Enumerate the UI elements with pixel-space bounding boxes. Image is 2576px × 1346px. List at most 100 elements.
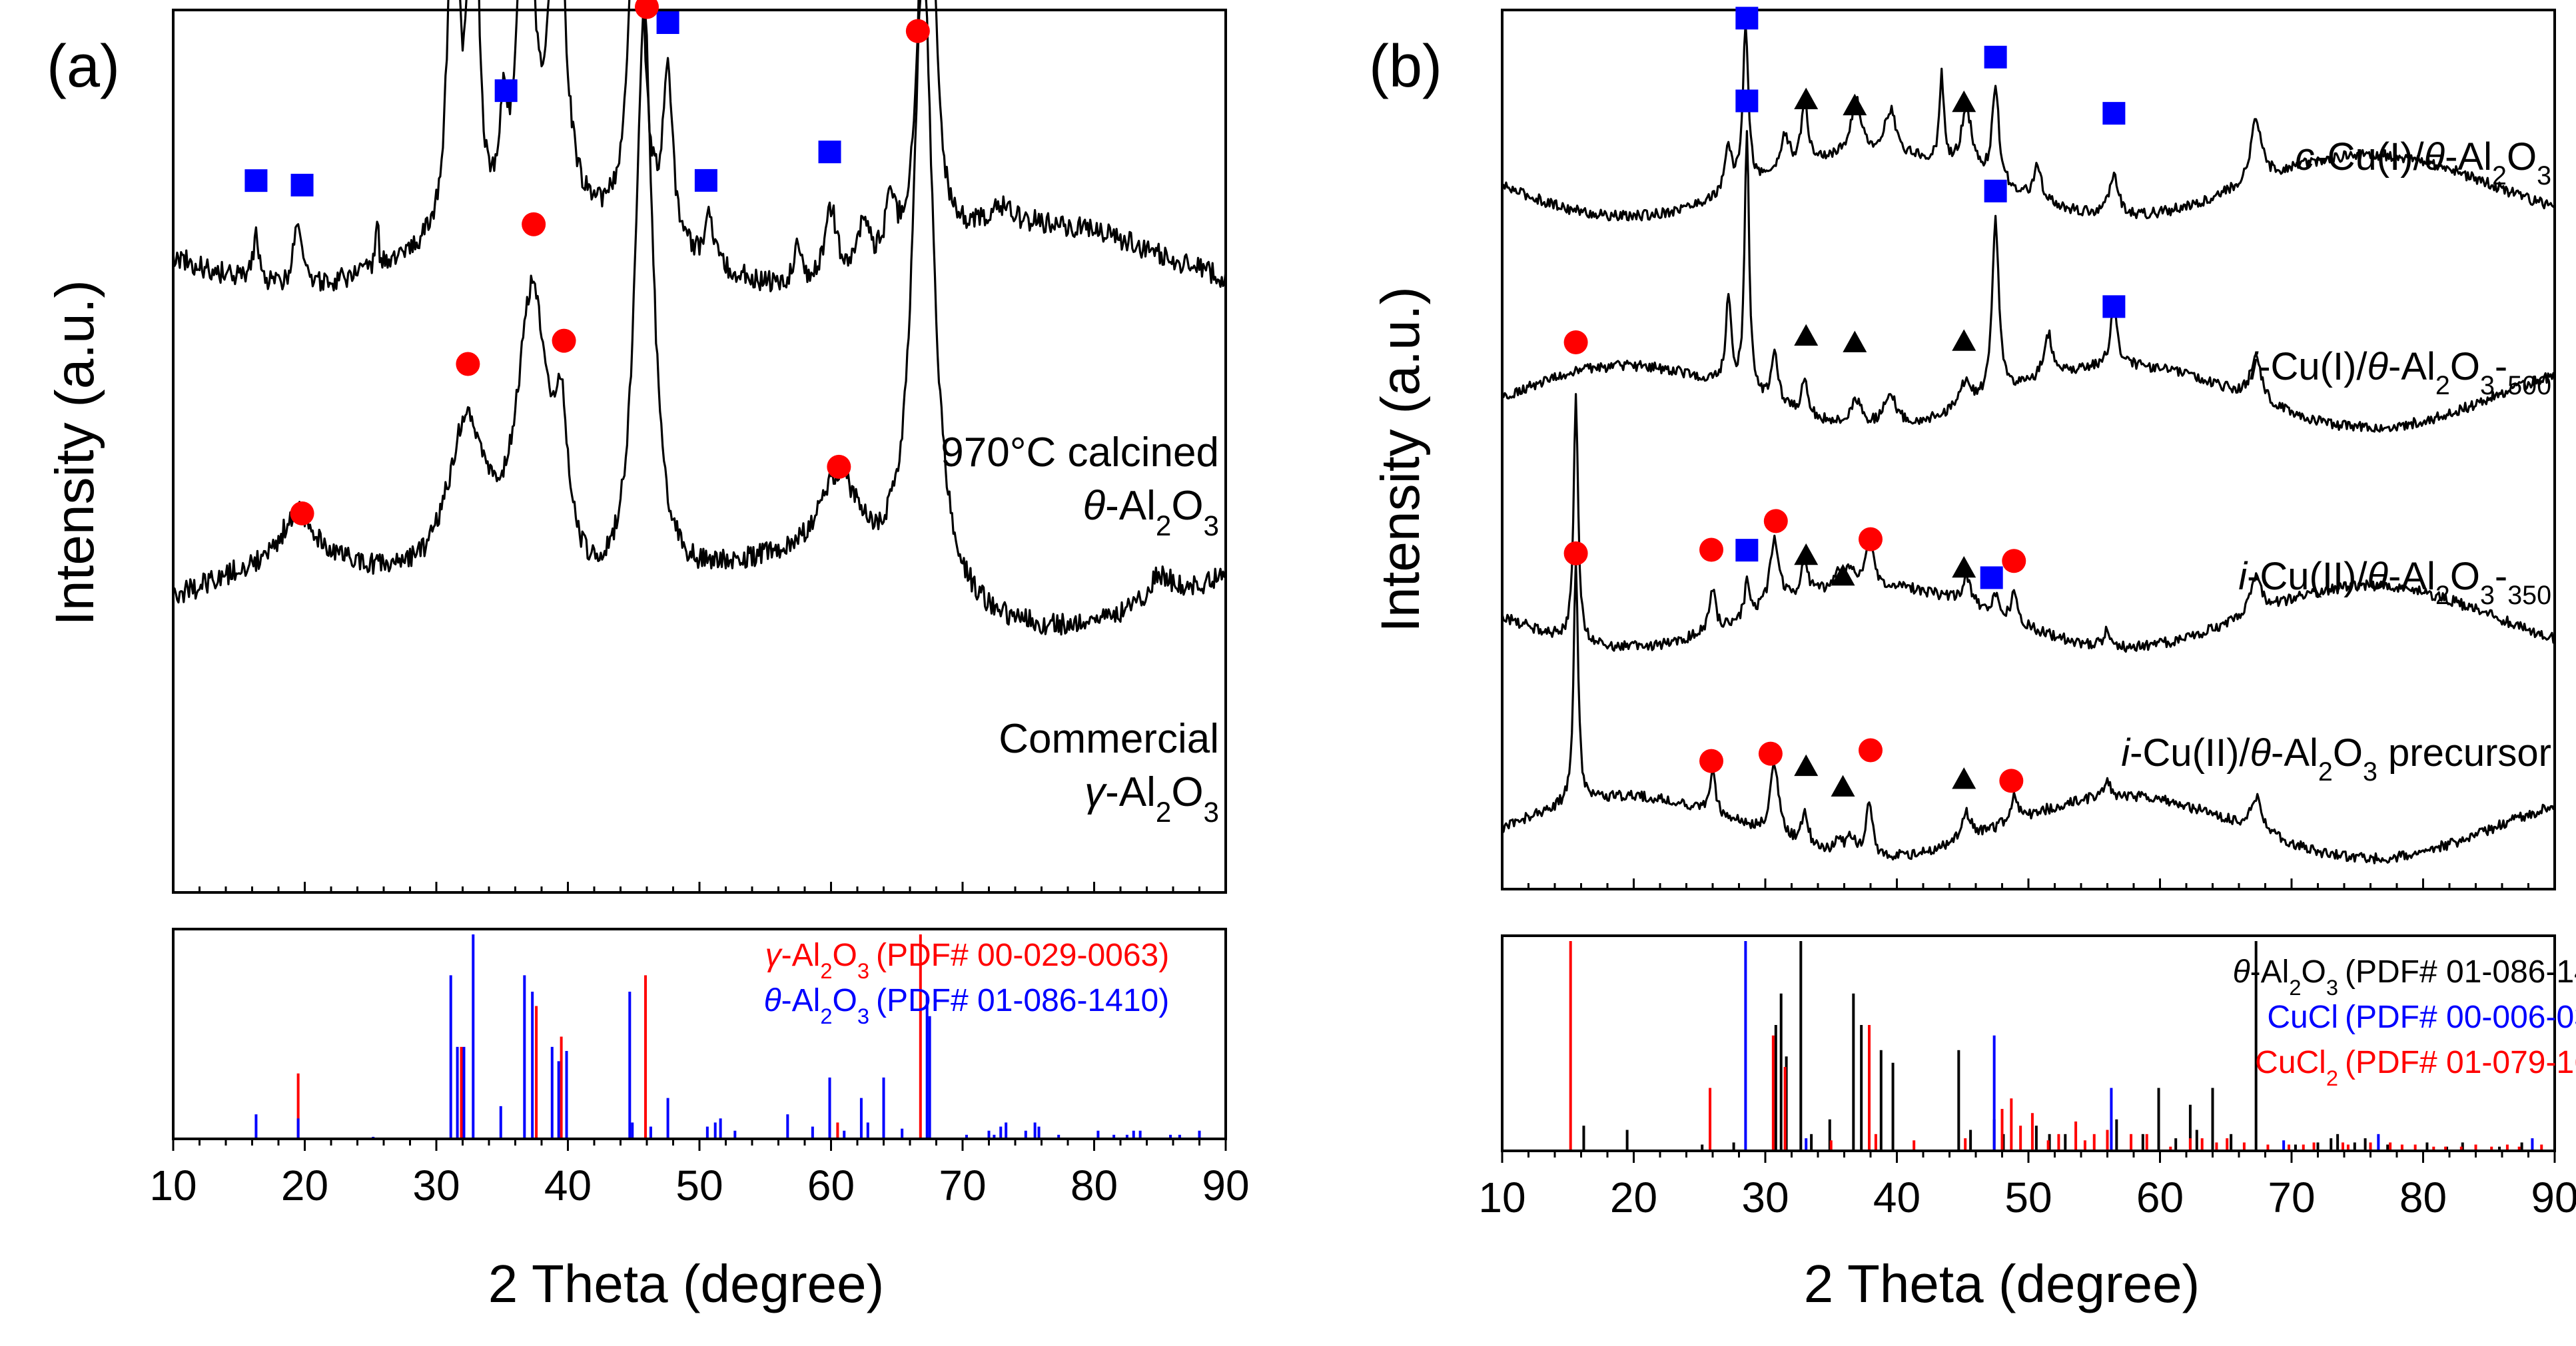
theta-square-marker — [494, 79, 518, 103]
x-tick-label: 90 — [2531, 1174, 2576, 1221]
red-circle-marker — [1859, 527, 1883, 551]
reference-legend-pdf: (PDF# 01-086-1410) — [876, 983, 1169, 1018]
series-label: i-Cu(II)/θ-Al2O3 precursor — [2121, 731, 2551, 787]
pattern-trace — [172, 0, 1227, 292]
triangle-marker — [1794, 324, 1819, 346]
red-circle-marker — [1758, 741, 1783, 766]
theta-square-marker — [1735, 539, 1759, 562]
panel-b-x-axis: 10 20 30 40 50 60 70 80 90 — [1478, 1151, 2576, 1221]
red-circle-marker — [1699, 749, 1724, 773]
red-circle-marker — [1563, 330, 1588, 355]
x-tick-label: 20 — [281, 1162, 328, 1209]
triangle-marker — [1843, 330, 1867, 352]
panel-a-x-axis-label: 2 Theta (degree) — [488, 1254, 884, 1313]
reference-legend-name: CuCl — [2267, 1000, 2338, 1035]
series-label-commercial-line2: γ-Al2O3 — [1084, 769, 1219, 828]
panel-b-x-axis-label: 2 Theta (degree) — [1804, 1254, 2200, 1313]
series-label-commercial-line1: Commercial — [999, 716, 1219, 762]
theta-square-marker — [2102, 102, 2126, 125]
red-circle-marker — [2002, 549, 2026, 573]
reference-legend-name: θ-Al2O3 — [2233, 954, 2338, 1000]
panel-a: (a) Intensity (a.u.) 970°C calcined θ-Al2… — [45, 0, 1250, 1313]
x-tick-label: 40 — [544, 1162, 592, 1209]
theta-square-marker — [290, 173, 314, 196]
theta-square-marker — [1984, 45, 2007, 69]
triangle-marker — [1794, 754, 1819, 777]
reference-legend-name: θ-Al2O3 — [764, 983, 869, 1028]
triangle-marker — [1843, 93, 1867, 116]
triangle-marker — [1831, 775, 1855, 797]
red-circle-marker — [1999, 769, 2024, 793]
reference-legend-pdf: (PDF# 01-079-1635) — [2345, 1045, 2576, 1080]
series-label: c-Cu(I)/θ-Al2O3 — [2295, 135, 2551, 190]
theta-square-marker — [1984, 179, 2007, 202]
series-label: i-Cu(II)/θ-Al2O3-350 — [2238, 555, 2551, 610]
x-tick-label: 10 — [149, 1162, 197, 1209]
theta-square-marker — [2102, 295, 2126, 318]
x-tick-label: 30 — [1741, 1174, 1789, 1221]
pattern-trace — [1501, 130, 2556, 433]
pattern-trace — [1501, 558, 2556, 864]
panel-b-reference-plot: θ-Al2O3(PDF# 01-086-1410)CuCl(PDF# 00-00… — [1501, 934, 2576, 1152]
reference-legend-pdf: (PDF# 01-086-1410) — [2345, 954, 2576, 990]
panel-b-letter: (b) — [1369, 33, 1442, 100]
triangle-marker — [1952, 767, 1976, 789]
x-tick-label: 70 — [2268, 1174, 2315, 1221]
triangle-marker — [1794, 543, 1819, 565]
red-circle-marker — [456, 352, 480, 376]
x-tick-label: 30 — [412, 1162, 460, 1209]
triangle-marker — [1952, 555, 1976, 578]
reference-legend-pdf: (PDF# 00-006-0344) — [2345, 1000, 2576, 1035]
pattern-trace — [1501, 393, 2555, 653]
red-circle-marker — [522, 212, 546, 236]
red-circle-marker — [905, 19, 930, 43]
panel-b-y-axis-label: Intensity (a.u.) — [1370, 286, 1431, 633]
triangle-marker — [1794, 87, 1819, 109]
reference-legend-pdf: (PDF# 00-029-0063) — [876, 938, 1169, 973]
pattern-trace — [1502, 22, 2556, 222]
x-tick-label: 50 — [675, 1162, 723, 1209]
panel-b-pattern-plot: c-Cu(I)/θ-Al2O3 i-Cu(I)/θ-Al2O3-500 i-Cu(I… — [1501, 7, 2556, 890]
x-tick-label: 40 — [1873, 1174, 1921, 1221]
x-tick-label: 20 — [1610, 1174, 1657, 1221]
panel-b: (b) Intensity (a.u.) c-Cu(I)/θ-Al2O3 i-Cu… — [1369, 7, 2576, 1313]
theta-square-marker — [694, 168, 717, 192]
theta-square-marker — [244, 169, 268, 192]
red-circle-marker — [1763, 509, 1788, 533]
red-circle-marker — [827, 454, 851, 479]
triangle-marker — [1831, 563, 1855, 586]
red-circle-marker — [1859, 738, 1883, 763]
x-tick-label: 50 — [2004, 1174, 2052, 1221]
theta-square-marker — [1735, 89, 1759, 113]
theta-square-marker — [818, 141, 841, 164]
theta-square-marker — [656, 11, 679, 34]
x-tick-label: 80 — [1071, 1162, 1118, 1209]
x-tick-label: 60 — [2136, 1174, 2184, 1221]
pattern-trace — [172, 0, 1226, 636]
red-circle-marker — [1699, 537, 1724, 562]
panel-a-letter: (a) — [47, 33, 120, 100]
reference-legend-name: γ-Al2O3 — [765, 938, 869, 983]
x-tick-label: 10 — [1478, 1174, 1525, 1221]
panel-a-x-axis: 10 20 30 40 50 60 70 80 90 — [149, 1139, 1250, 1209]
panel-a-pattern-plot: 970°C calcined θ-Al2O3 Commercial γ-Al2O3 — [172, 0, 1227, 894]
theta-square-marker — [1735, 7, 1759, 30]
x-tick-label: 60 — [807, 1162, 855, 1209]
series-label-calcined-line2: θ-Al2O3 — [1082, 483, 1219, 541]
x-tick-label: 90 — [1202, 1162, 1249, 1209]
triangle-marker — [1952, 329, 1976, 351]
panel-a-y-axis-label: Intensity (a.u.) — [45, 280, 105, 626]
x-tick-label: 80 — [2399, 1174, 2447, 1221]
x-tick-label: 70 — [939, 1162, 986, 1209]
red-circle-marker — [635, 0, 659, 19]
red-circle-marker — [290, 501, 314, 525]
series-label-calcined-line1: 970°C calcined — [941, 430, 1219, 476]
panel-a-reference-plot: γ-Al2O3 (PDF# 00-029-0063)θ-Al2O3 (PDF# 01… — [172, 928, 1227, 1140]
red-circle-marker — [1563, 541, 1588, 565]
triangle-marker — [1952, 90, 1976, 113]
series-label: i-Cu(I)/θ-Al2O3-500 — [2249, 345, 2551, 400]
theta-square-marker — [1980, 566, 2003, 589]
reference-legend-name: CuCl2 — [2255, 1045, 2338, 1090]
red-circle-marker — [552, 328, 576, 353]
